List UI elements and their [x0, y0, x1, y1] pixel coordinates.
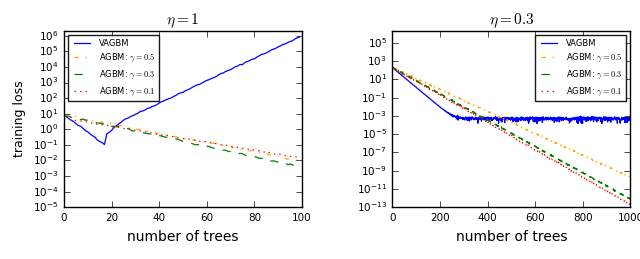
AGBM: $\gamma=0.3$: (51, 0.155): $\gamma=0.3$: (51, 0.155)	[182, 140, 189, 143]
AGBM: $\gamma=0.1$: (3, 215): $\gamma=0.1$: (3, 215)	[389, 66, 397, 69]
Line: AGBM: $\gamma=0.1$: AGBM: $\gamma=0.1$	[64, 119, 300, 157]
AGBM: $\gamma=0.3$: (59, 0.0963): $\gamma=0.3$: (59, 0.0963)	[200, 143, 208, 147]
AGBM: $\gamma=0.5$: (94, 0.012): $\gamma=0.5$: (94, 0.012)	[284, 158, 292, 161]
Line: AGBM: $\gamma=0.1$: AGBM: $\gamma=0.1$	[392, 67, 630, 205]
Legend: VAGBM, AGBM: $\gamma=0.5$, AGBM: $\gamma=0.3$, AGBM: $\gamma=0.1$: VAGBM, AGBM: $\gamma=0.5$, AGBM: $\gamma…	[536, 35, 626, 101]
VAGBM	[286, 40, 294, 43]
AGBM: $\gamma=0.1$: (92, 0.0237): $\gamma=0.1$: (92, 0.0237)	[279, 153, 287, 156]
AGBM: $\gamma=0.1$: (999, 1.96e-13): $\gamma=0.1$: (999, 1.96e-13)	[627, 203, 634, 206]
VAGBM	[108, 129, 115, 132]
AGBM: $\gamma=0.3$: (686, 2.22e-08): $\gamma=0.3$: (686, 2.22e-08)	[552, 157, 559, 160]
AGBM: $\gamma=0.1$: (405, 0.000178): $\gamma=0.1$: (405, 0.000178)	[485, 121, 493, 124]
Title: $\eta = 0.3$: $\eta = 0.3$	[488, 11, 534, 30]
AGBM: $\gamma=0.1$: (997, 1.9e-13): $\gamma=0.1$: (997, 1.9e-13)	[626, 203, 634, 206]
AGBM: $\gamma=0.5$: (0, 211): $\gamma=0.5$: (0, 211)	[388, 66, 396, 69]
VAGBM	[203, 79, 211, 82]
VAGBM	[552, 117, 560, 120]
AGBM: $\gamma=0.5$: (103, 10.4): $\gamma=0.5$: (103, 10.4)	[413, 78, 420, 81]
AGBM: $\gamma=0.1$: (1, 4.69): $\gamma=0.1$: (1, 4.69)	[63, 117, 70, 120]
Line: VAGBM: VAGBM	[64, 37, 300, 145]
VAGBM	[493, 116, 501, 119]
VAGBM	[484, 118, 492, 121]
AGBM: $\gamma=0.1$: (52, 0.239): $\gamma=0.1$: (52, 0.239)	[184, 138, 191, 141]
AGBM: $\gamma=0.5$: (23, 1.66): $\gamma=0.5$: (23, 1.66)	[115, 124, 123, 127]
Line: AGBM: $\gamma=0.3$: AGBM: $\gamma=0.3$	[64, 116, 300, 167]
AGBM: $\gamma=0.1$: (0, 4.64): $\gamma=0.1$: (0, 4.64)	[60, 117, 68, 120]
AGBM: $\gamma=0.1$: (0, 187): $\gamma=0.1$: (0, 187)	[388, 66, 396, 69]
AGBM: $\gamma=0.3$: (0, 7.04): $\gamma=0.3$: (0, 7.04)	[60, 114, 68, 118]
AGBM: $\gamma=0.5$: (441, 0.00103): $\gamma=0.5$: (441, 0.00103)	[493, 114, 501, 117]
AGBM: $\gamma=0.5$: (59, 0.157): $\gamma=0.5$: (59, 0.157)	[200, 140, 208, 143]
VAGBM	[413, 86, 420, 89]
AGBM: $\gamma=0.3$: (102, 6.56): $\gamma=0.3$: (102, 6.56)	[413, 80, 420, 83]
X-axis label: number of trees: number of trees	[127, 230, 239, 244]
AGBM: $\gamma=0.3$: (99, 0.00387): $\gamma=0.3$: (99, 0.00387)	[296, 165, 303, 168]
Line: VAGBM: VAGBM	[392, 68, 630, 124]
VAGBM	[279, 43, 287, 46]
AGBM: $\gamma=0.5$: (19, 2.52): $\gamma=0.5$: (19, 2.52)	[106, 121, 113, 125]
AGBM: $\gamma=0.5$: (405, 0.00275): $\gamma=0.5$: (405, 0.00275)	[485, 110, 493, 113]
AGBM: $\gamma=0.1$: (24, 1.24): $\gamma=0.1$: (24, 1.24)	[117, 126, 125, 130]
VAGBM	[100, 143, 108, 146]
AGBM: $\gamma=0.1$: (60, 0.153): $\gamma=0.1$: (60, 0.153)	[203, 140, 211, 143]
AGBM: $\gamma=0.3$: (779, 1.17e-09): $\gamma=0.3$: (779, 1.17e-09)	[574, 169, 582, 172]
AGBM: $\gamma=0.1$: (20, 1.45): $\gamma=0.1$: (20, 1.45)	[108, 125, 115, 128]
VAGBM	[296, 35, 303, 38]
AGBM: $\gamma=0.3$: (91, 0.00704): $\gamma=0.3$: (91, 0.00704)	[276, 161, 284, 164]
AGBM: $\gamma=0.1$: (99, 0.0157): $\gamma=0.1$: (99, 0.0157)	[296, 156, 303, 159]
Y-axis label: training loss: training loss	[13, 81, 26, 157]
Line: AGBM: $\gamma=0.3$: AGBM: $\gamma=0.3$	[392, 67, 630, 199]
AGBM: $\gamma=0.5$: (99, 0.00962): $\gamma=0.5$: (99, 0.00962)	[296, 159, 303, 162]
AGBM: $\gamma=0.3$: (404, 0.000305): $\gamma=0.3$: (404, 0.000305)	[484, 119, 492, 122]
VAGBM	[184, 88, 191, 91]
VAGBM	[579, 117, 586, 120]
AGBM: $\gamma=0.5$: (997, 2.11e-10): $\gamma=0.5$: (997, 2.11e-10)	[626, 175, 634, 178]
AGBM: $\gamma=0.3$: (0, 212): $\gamma=0.3$: (0, 212)	[388, 66, 396, 69]
AGBM: $\gamma=0.3$: (440, 8.27e-05): $\gamma=0.3$: (440, 8.27e-05)	[493, 124, 501, 127]
VAGBM	[60, 114, 68, 117]
AGBM: $\gamma=0.3$: (999, 7.85e-13): $\gamma=0.3$: (999, 7.85e-13)	[627, 197, 634, 200]
Title: $\eta = 1$: $\eta = 1$	[166, 11, 200, 30]
AGBM: $\gamma=0.1$: (95, 0.019): $\gamma=0.1$: (95, 0.019)	[286, 155, 294, 158]
AGBM: $\gamma=0.3$: (23, 1.48): $\gamma=0.3$: (23, 1.48)	[115, 125, 123, 128]
Line: AGBM: $\gamma=0.5$: AGBM: $\gamma=0.5$	[64, 115, 300, 161]
AGBM: $\gamma=0.1$: (798, 2.19e-10): $\gamma=0.1$: (798, 2.19e-10)	[579, 175, 586, 178]
AGBM: $\gamma=0.5$: (91, 0.0154): $\gamma=0.5$: (91, 0.0154)	[276, 156, 284, 159]
Line: AGBM: $\gamma=0.5$: AGBM: $\gamma=0.5$	[392, 67, 630, 177]
AGBM: $\gamma=0.1$: (780, 3.67e-10): $\gamma=0.1$: (780, 3.67e-10)	[574, 173, 582, 176]
AGBM: $\gamma=0.5$: (51, 0.245): $\gamma=0.5$: (51, 0.245)	[182, 137, 189, 140]
AGBM: $\gamma=0.1$: (103, 6.15): $\gamma=0.1$: (103, 6.15)	[413, 80, 420, 83]
VAGBM	[574, 122, 582, 125]
AGBM: $\gamma=0.5$: (687, 1.04e-06): $\gamma=0.5$: (687, 1.04e-06)	[552, 142, 560, 145]
AGBM: $\gamma=0.1$: (441, 4.24e-05): $\gamma=0.1$: (441, 4.24e-05)	[493, 127, 501, 130]
AGBM: $\gamma=0.3$: (797, 6.14e-10): $\gamma=0.3$: (797, 6.14e-10)	[579, 171, 586, 174]
AGBM: $\gamma=0.5$: (999, 2.19e-10): $\gamma=0.5$: (999, 2.19e-10)	[627, 175, 634, 178]
VAGBM	[495, 122, 502, 125]
VAGBM	[388, 66, 396, 69]
Legend: VAGBM, AGBM: $\gamma=0.5$, AGBM: $\gamma=0.3$, AGBM: $\gamma=0.1$: VAGBM, AGBM: $\gamma=0.5$, AGBM: $\gamma…	[68, 35, 159, 101]
AGBM: $\gamma=0.3$: (19, 2.21): $\gamma=0.3$: (19, 2.21)	[106, 122, 113, 125]
AGBM: $\gamma=0.5$: (798, 5.79e-08): $\gamma=0.5$: (798, 5.79e-08)	[579, 153, 586, 156]
VAGBM	[627, 119, 634, 122]
AGBM: $\gamma=0.5$: (780, 8.8e-08): $\gamma=0.5$: (780, 8.8e-08)	[574, 152, 582, 155]
AGBM: $\gamma=0.3$: (94, 0.00536): $\gamma=0.3$: (94, 0.00536)	[284, 163, 292, 166]
AGBM: $\gamma=0.5$: (2, 237): $\gamma=0.5$: (2, 237)	[389, 65, 397, 68]
X-axis label: number of trees: number of trees	[456, 230, 567, 244]
AGBM: $\gamma=0.5$: (0, 8.11): $\gamma=0.5$: (0, 8.11)	[60, 113, 68, 117]
AGBM: $\gamma=0.1$: (687, 9.53e-09): $\gamma=0.1$: (687, 9.53e-09)	[552, 160, 560, 163]
VAGBM	[117, 121, 125, 124]
